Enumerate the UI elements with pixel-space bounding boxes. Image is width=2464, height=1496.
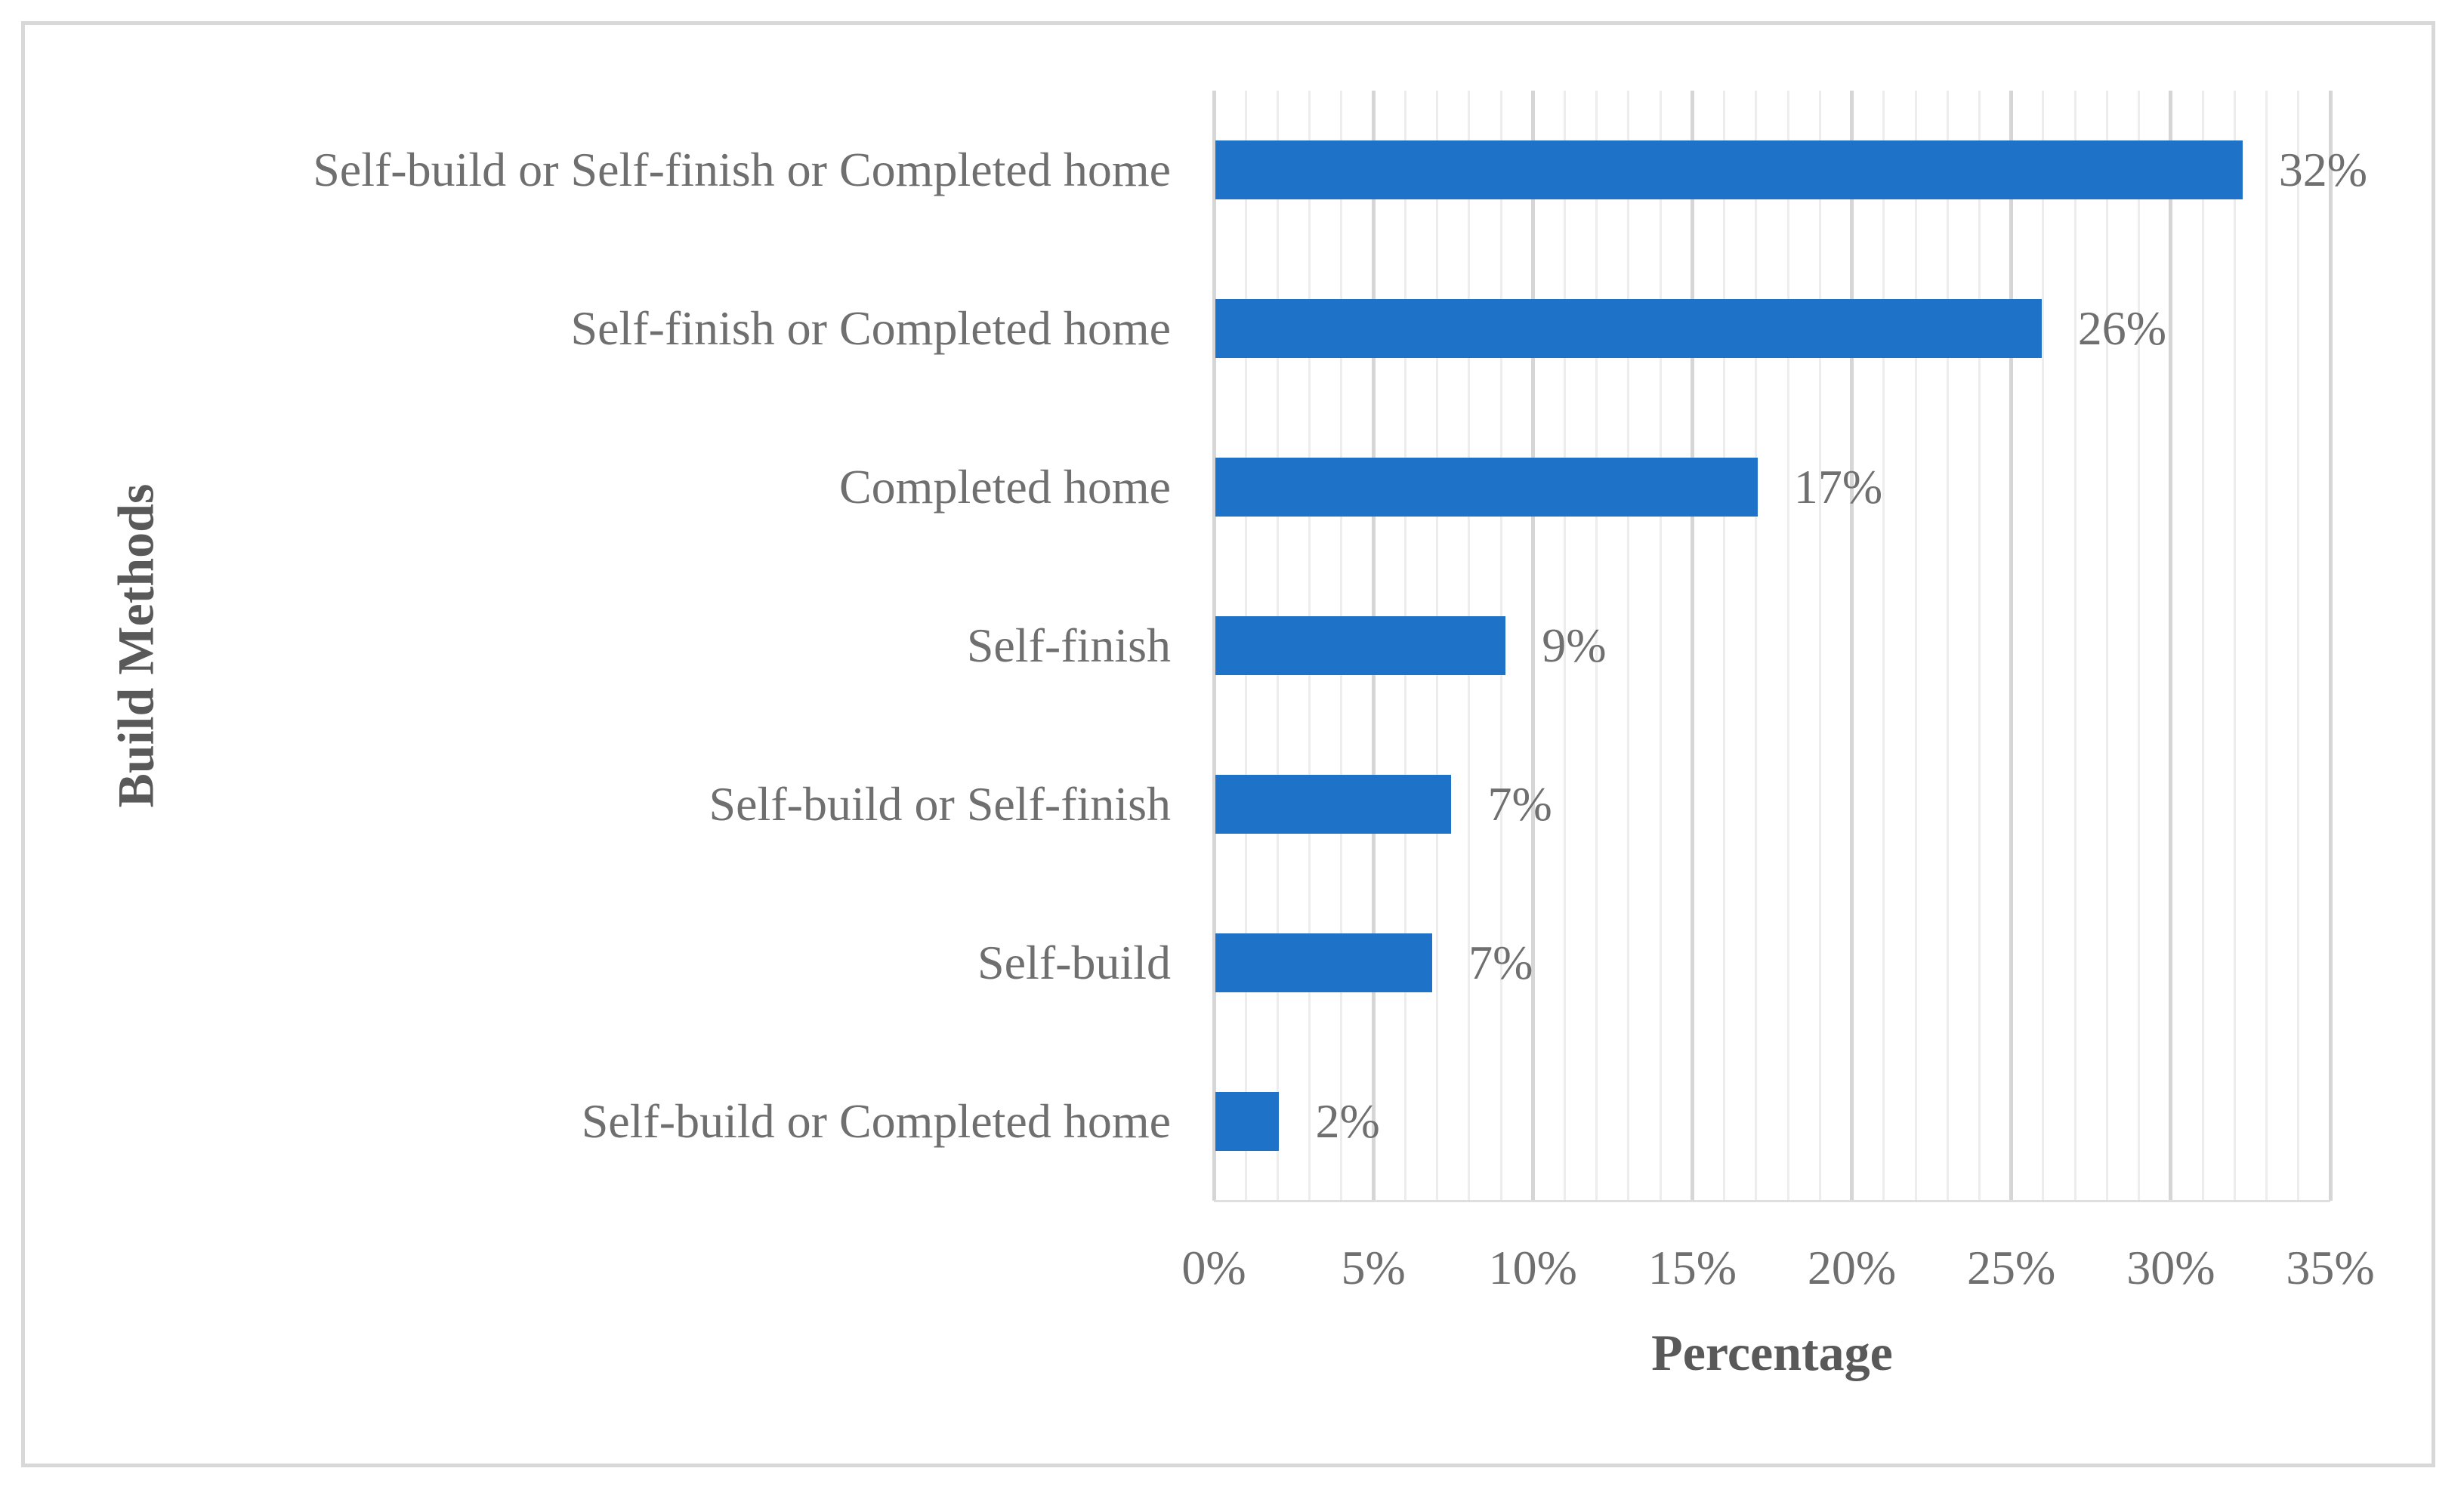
x-axis-title: Percentage	[1651, 1324, 1893, 1381]
x-tick-label: 0%	[1181, 1241, 1246, 1294]
bar-value-label: 17%	[1793, 460, 1883, 514]
category-label: Self-build or Self-finish	[709, 777, 1171, 831]
gridline-minor	[1659, 91, 1662, 1201]
gridline-minor	[1818, 91, 1821, 1201]
gridline-minor	[1786, 91, 1789, 1201]
category-label: Self-finish or Completed home	[570, 301, 1171, 355]
bar	[1215, 1092, 1280, 1151]
x-axis-line	[1214, 1200, 2330, 1202]
gridline-minor	[1946, 91, 1949, 1201]
bar	[1215, 775, 1452, 834]
category-label: Self-build or Self-finish or Completed h…	[313, 143, 1171, 196]
gridline-minor	[1755, 91, 1758, 1201]
bar-value-label: 26%	[2077, 301, 2167, 355]
gridline-minor	[1914, 91, 1917, 1201]
gridline-major	[2169, 91, 2173, 1201]
category-label: Self-build	[977, 936, 1171, 989]
gridline-minor	[1595, 91, 1598, 1201]
bar	[1215, 299, 2042, 358]
gridline-minor	[2233, 91, 2236, 1201]
x-tick-label: 30%	[2126, 1241, 2215, 1294]
gridline-minor	[2297, 91, 2300, 1201]
gridline-minor	[1723, 91, 1726, 1201]
x-tick-label: 25%	[1967, 1241, 2056, 1294]
bar	[1215, 616, 1506, 675]
y-axis-title: Build Methods	[107, 483, 165, 808]
x-tick-label: 5%	[1341, 1241, 1406, 1294]
x-tick-label: 15%	[1647, 1241, 1737, 1294]
bar-value-label: 32%	[2278, 143, 2368, 196]
bar	[1215, 140, 2243, 199]
bar-value-label: 7%	[1487, 777, 1552, 831]
gridline-minor	[2105, 91, 2108, 1201]
gridline-major	[2328, 91, 2333, 1201]
gridline-minor	[1978, 91, 1981, 1201]
gridline-minor	[2265, 91, 2268, 1201]
gridline-minor	[1564, 91, 1566, 1201]
x-tick-label: 10%	[1488, 1241, 1577, 1294]
gridline-major	[1530, 91, 1535, 1201]
gridline-minor	[2138, 91, 2141, 1201]
gridline-minor	[2201, 91, 2204, 1201]
category-label: Self-build or Completed home	[581, 1094, 1171, 1148]
gridline-minor	[1882, 91, 1885, 1201]
gridline-major	[2009, 91, 2014, 1201]
gridline-major	[1850, 91, 1854, 1201]
gridline-minor	[2073, 91, 2076, 1201]
gridline-major	[1212, 91, 1216, 1201]
figure-border	[21, 21, 2435, 1467]
x-tick-label: 20%	[1807, 1241, 1897, 1294]
gridline-minor	[1627, 91, 1630, 1201]
gridline-major	[1690, 91, 1694, 1201]
bar-value-label: 7%	[1468, 936, 1533, 989]
category-label: Completed home	[838, 460, 1171, 514]
gridline-minor	[2042, 91, 2045, 1201]
bar-value-label: 2%	[1315, 1094, 1380, 1148]
bar	[1215, 458, 1758, 517]
x-tick-label: 35%	[2286, 1241, 2375, 1294]
bar	[1215, 933, 1433, 992]
bar-value-label: 9%	[1542, 618, 1607, 672]
category-label: Self-finish	[966, 618, 1171, 672]
